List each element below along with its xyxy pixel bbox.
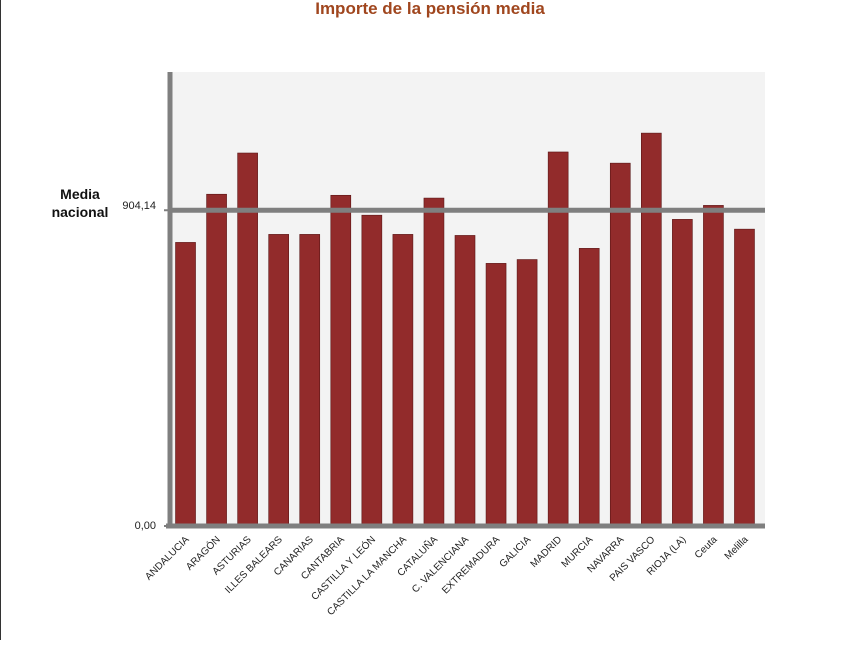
bar [299,234,321,527]
bar [454,235,476,527]
y-tick-label: 0,00 [135,520,156,532]
bar [734,228,755,527]
bar [175,242,196,527]
bar [330,194,352,527]
bar [516,259,538,527]
bar [361,214,383,527]
bar [641,132,662,527]
x-tick-label: C. VALENCIANA [410,534,471,595]
chart-title: Importe de la pensión media [315,0,545,18]
x-tick-label: Melilla [723,534,751,562]
x-tick-label: GALICIA [498,534,534,570]
bar [392,234,414,527]
bar [485,263,507,527]
bar [703,205,724,527]
x-tick-label: MADRID [529,534,565,570]
x-tick-label: EXTREMADURA [440,534,502,596]
reference-label: Media nacional [52,186,109,220]
x-tick-label: ANDALUCIA [143,534,191,582]
bar [206,193,227,527]
bar [268,234,289,527]
bar [578,248,600,527]
bar [609,162,631,527]
bar [672,219,693,527]
x-tick-label: Ceuta [693,534,720,561]
y-tick-label: 904,14 [122,200,156,212]
bar [423,197,445,527]
x-tick-label: ILLES BALEARS [223,534,285,596]
